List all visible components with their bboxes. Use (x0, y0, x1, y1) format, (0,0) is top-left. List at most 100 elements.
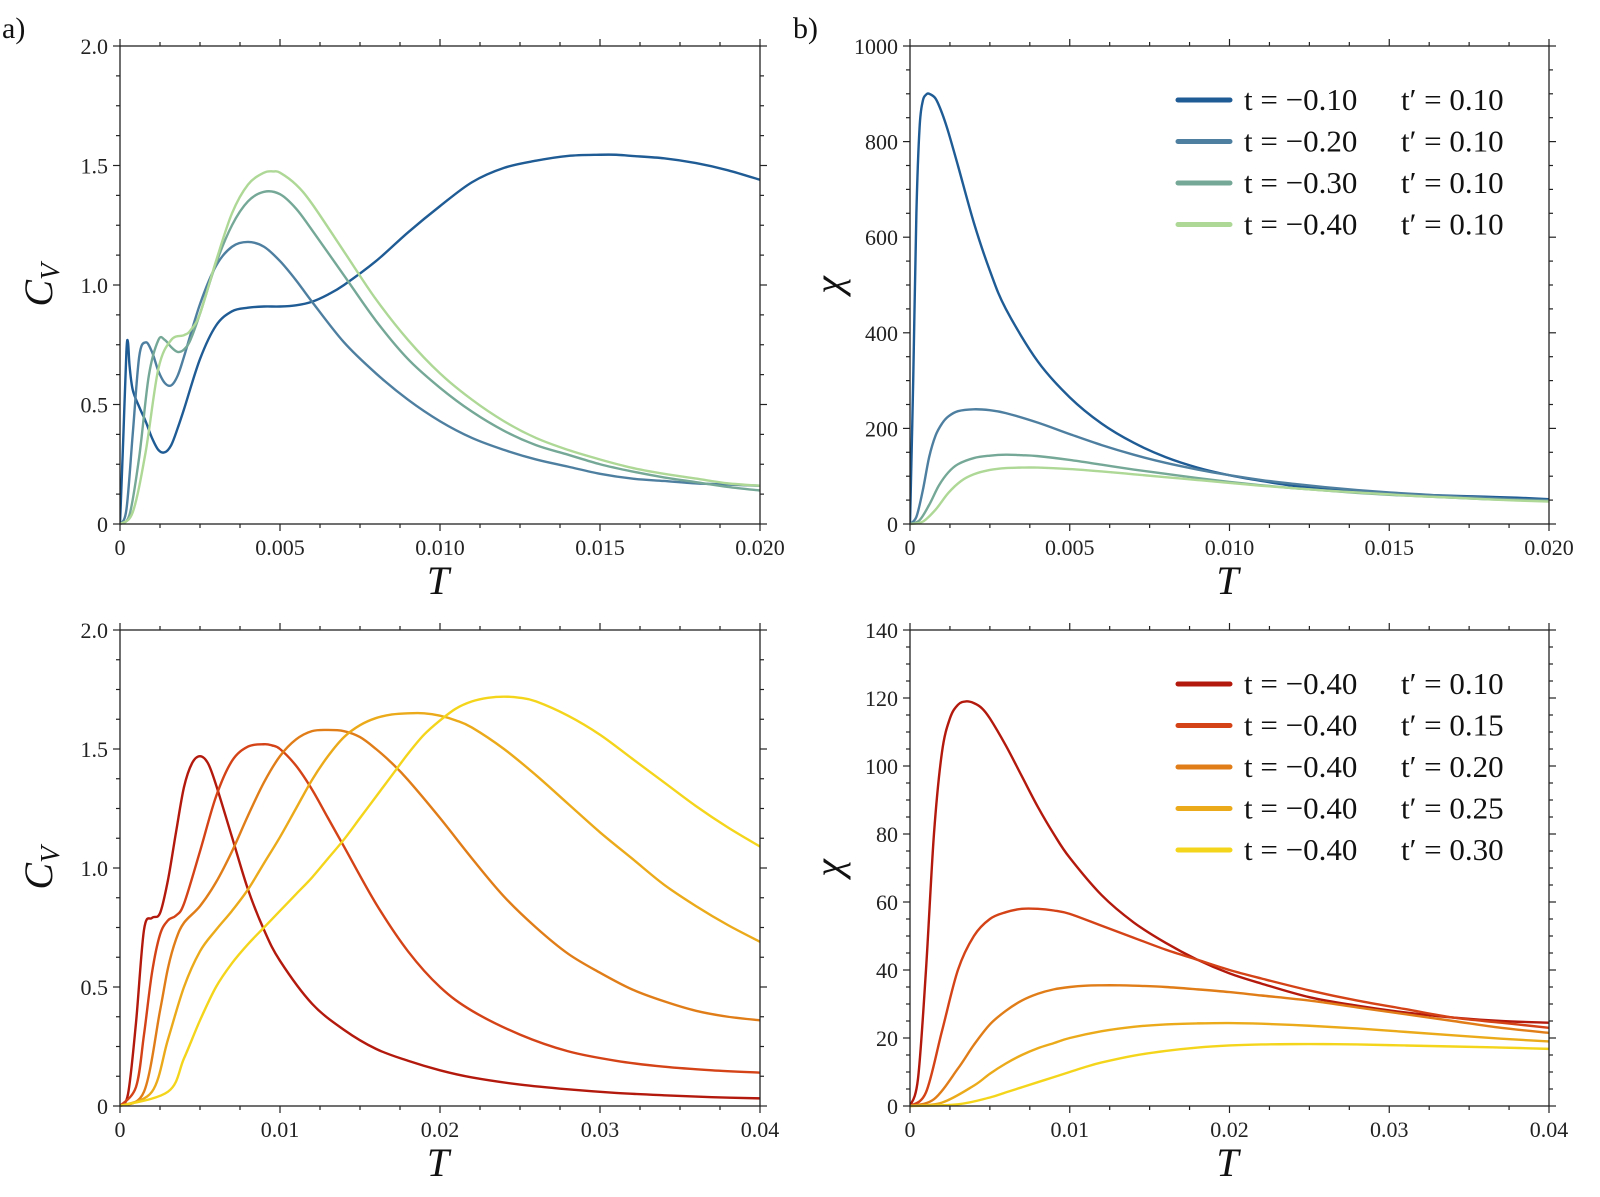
plot-frame (119, 45, 761, 525)
legend-entry-tprime: t′ = 0.10 (1401, 207, 1504, 242)
series-line-4 (910, 466, 1549, 526)
panel-top-left-heat-capacity: 0 0.005 0.010 0.015 0.020 0 0.5 1.0 1.5 2.0 T CV (16, 34, 785, 603)
legend: t = −0.10 t′ = 0.10 t = −0.20 t′ = 0.10 t = … (1169, 78, 1545, 258)
y-tick-label: 2.0 (81, 618, 109, 643)
y-tick-label: 0.5 (81, 393, 109, 418)
x-tick-label: 0 (905, 1117, 916, 1142)
legend-entry-t: t = −0.40 (1244, 708, 1357, 743)
y-tick-label: 400 (865, 321, 898, 346)
series-line-1 (120, 754, 760, 1108)
x-tick-label: 0.03 (1370, 1117, 1409, 1142)
x-axis-label: T (1216, 1140, 1241, 1185)
legend-entry-t: t = −0.20 (1244, 124, 1357, 159)
series-line-4 (120, 170, 760, 526)
x-tick-label: 0 (905, 535, 916, 560)
series-line-2 (910, 907, 1549, 1108)
y-tick-label: 80 (876, 822, 898, 847)
panel-bottom-right-susceptibility: 0 0.01 0.02 0.03 0.04 0 20 40 60 80 100 120 140 Tχ t =… (806, 618, 1568, 1185)
y-tick-label: 0 (97, 1094, 108, 1119)
x-tick-label: 0.020 (1524, 535, 1574, 560)
y-tick-label: 0 (887, 512, 898, 537)
series-line-2 (120, 240, 760, 526)
y-axis-label: CV (16, 260, 65, 307)
series-group (910, 700, 1549, 1108)
x-tick-label: 0.015 (1365, 535, 1415, 560)
legend-entry-t: t = −0.40 (1244, 832, 1357, 867)
x-tick-label: 0.04 (741, 1117, 780, 1142)
y-axis-label: CV (16, 843, 65, 890)
series-line-2 (910, 408, 1549, 526)
x-tick-label: 0.04 (1530, 1117, 1569, 1142)
series-line-1 (120, 153, 760, 526)
y-tick-label: 1.0 (81, 856, 109, 881)
x-tick-label: 0.01 (1051, 1117, 1090, 1142)
y-tick-label: 600 (865, 225, 898, 250)
y-tick-label: 0 (887, 1094, 898, 1119)
y-tick-label: 1.0 (81, 273, 109, 298)
panel-label-b: b) (793, 12, 818, 45)
y-tick-label: 40 (876, 958, 898, 983)
y-axis-label: χ (806, 858, 851, 881)
series-line-3 (120, 728, 760, 1108)
x-tick-label: 0.02 (1210, 1117, 1249, 1142)
panel-bottom-left-heat-capacity: 0 0.01 0.02 0.03 0.04 0 0.5 1.0 1.5 2.0 T CV (16, 618, 779, 1185)
y-tick-label: 60 (876, 890, 898, 915)
x-tick-label: 0 (115, 1117, 126, 1142)
y-tick-label: 200 (865, 416, 898, 441)
legend-entry-t: t = −0.40 (1244, 791, 1357, 826)
y-tick-label: 1000 (854, 34, 898, 59)
y-tick-label: 0 (97, 512, 108, 537)
x-tick-label: 0.010 (415, 535, 465, 560)
x-axis-label: T (427, 558, 452, 603)
legend-background (1169, 662, 1545, 884)
x-axis-label: T (1216, 558, 1241, 603)
legend-entry-t: t = −0.10 (1244, 82, 1357, 117)
series-group (120, 695, 760, 1108)
legend-entry-tprime: t′ = 0.30 (1401, 832, 1504, 867)
y-axis-label: χ (806, 275, 851, 298)
legend-entry-t: t = −0.30 (1244, 165, 1357, 200)
y-tick-label: 20 (876, 1026, 898, 1051)
y-tick-label: 2.0 (81, 34, 109, 59)
x-tick-label: 0.020 (735, 535, 785, 560)
series-line-2 (120, 743, 760, 1108)
series-line-4 (910, 1021, 1549, 1108)
series-line-3 (120, 190, 760, 526)
x-axis-label: T (427, 1140, 452, 1185)
y-tick-label: 800 (865, 130, 898, 155)
x-tick-label: 0 (115, 535, 126, 560)
x-tick-label: 0.02 (421, 1117, 460, 1142)
x-tick-label: 0.03 (581, 1117, 620, 1142)
legend-entry-t: t = −0.40 (1244, 207, 1357, 242)
series-line-3 (910, 453, 1549, 526)
y-tick-label: 120 (865, 686, 898, 711)
x-tick-label: 0.01 (261, 1117, 300, 1142)
legend-entry-tprime: t′ = 0.15 (1401, 708, 1504, 743)
series-line-5 (120, 695, 760, 1108)
series-line-3 (910, 984, 1549, 1108)
x-tick-label: 0.010 (1205, 535, 1255, 560)
series-group (910, 92, 1549, 526)
legend-entry-t: t = −0.40 (1244, 749, 1357, 784)
series-group (120, 153, 760, 526)
x-tick-label: 0.015 (575, 535, 625, 560)
legend: t = −0.40 t′ = 0.10 t = −0.40 t′ = 0.15 t = … (1169, 662, 1545, 884)
x-tick-label: 0.005 (255, 535, 305, 560)
y-tick-label: 100 (865, 754, 898, 779)
legend-entry-tprime: t′ = 0.10 (1401, 82, 1504, 117)
legend-background (1169, 78, 1545, 258)
y-tick-label: 1.5 (81, 154, 109, 179)
y-tick-label: 0.5 (81, 975, 109, 1000)
x-tick-label: 0.005 (1045, 535, 1095, 560)
y-tick-label: 1.5 (81, 737, 109, 762)
legend-entry-tprime: t′ = 0.10 (1401, 124, 1504, 159)
y-tick-label: 140 (865, 618, 898, 643)
legend-entry-tprime: t′ = 0.10 (1401, 165, 1504, 200)
series-line-1 (910, 700, 1549, 1108)
panel-label-a: a) (2, 12, 25, 45)
legend-entry-tprime: t′ = 0.10 (1401, 666, 1504, 701)
plot-frame (119, 629, 761, 1107)
series-line-5 (910, 1042, 1549, 1108)
panel-top-right-susceptibility: 0 0.005 0.010 0.015 0.020 0 200 400 600 800 1000 Tχ… (806, 34, 1574, 603)
